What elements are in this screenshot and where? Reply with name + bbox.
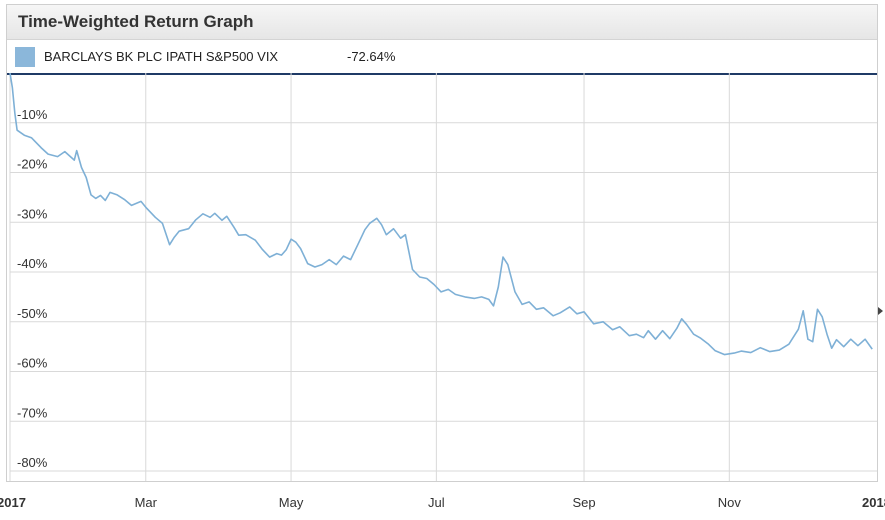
legend: BARCLAYS BK PLC IPATH S&P500 VIX -72.64% — [7, 40, 877, 75]
x-tick-label: 2017 — [0, 495, 26, 510]
y-tick-label: -20% — [17, 157, 48, 172]
x-tick-label: Jul — [428, 495, 445, 510]
x-tick-label: Sep — [572, 495, 595, 510]
x-tick-label: Nov — [718, 495, 742, 510]
x-tick-label: 2018 — [862, 495, 885, 510]
legend-swatch[interactable] — [15, 47, 35, 67]
y-tick-label: -10% — [17, 107, 48, 122]
series-line — [9, 72, 873, 356]
legend-series-name[interactable]: BARCLAYS BK PLC IPATH S&P500 VIX — [44, 49, 279, 64]
legend-series-value: -72.64% — [347, 49, 396, 64]
y-tick-label: -40% — [17, 256, 48, 271]
y-tick-label: -30% — [17, 206, 48, 221]
y-tick-label: -70% — [17, 405, 48, 420]
chart-panel: Time-Weighted Return Graph BARCLAYS BK P… — [6, 4, 878, 482]
y-tick-label: -60% — [17, 356, 48, 371]
expand-arrow-icon[interactable] — [878, 307, 883, 315]
x-tick-label: Mar — [135, 495, 158, 510]
y-tick-label: -50% — [17, 306, 48, 321]
chart-title: Time-Weighted Return Graph — [18, 12, 254, 31]
x-tick-label: May — [279, 495, 304, 510]
y-tick-label: -80% — [17, 455, 48, 470]
title-bar: Time-Weighted Return Graph — [7, 5, 877, 40]
